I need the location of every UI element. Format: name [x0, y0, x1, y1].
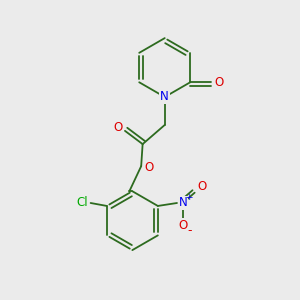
Text: N: N: [160, 91, 169, 103]
Text: O: O: [197, 180, 207, 193]
Text: -: -: [187, 224, 192, 237]
Text: N: N: [178, 196, 187, 209]
Text: O: O: [114, 121, 123, 134]
Text: O: O: [144, 161, 153, 174]
Text: O: O: [178, 219, 188, 232]
Text: +: +: [185, 193, 193, 202]
Text: Cl: Cl: [76, 196, 88, 209]
Text: O: O: [214, 76, 224, 89]
